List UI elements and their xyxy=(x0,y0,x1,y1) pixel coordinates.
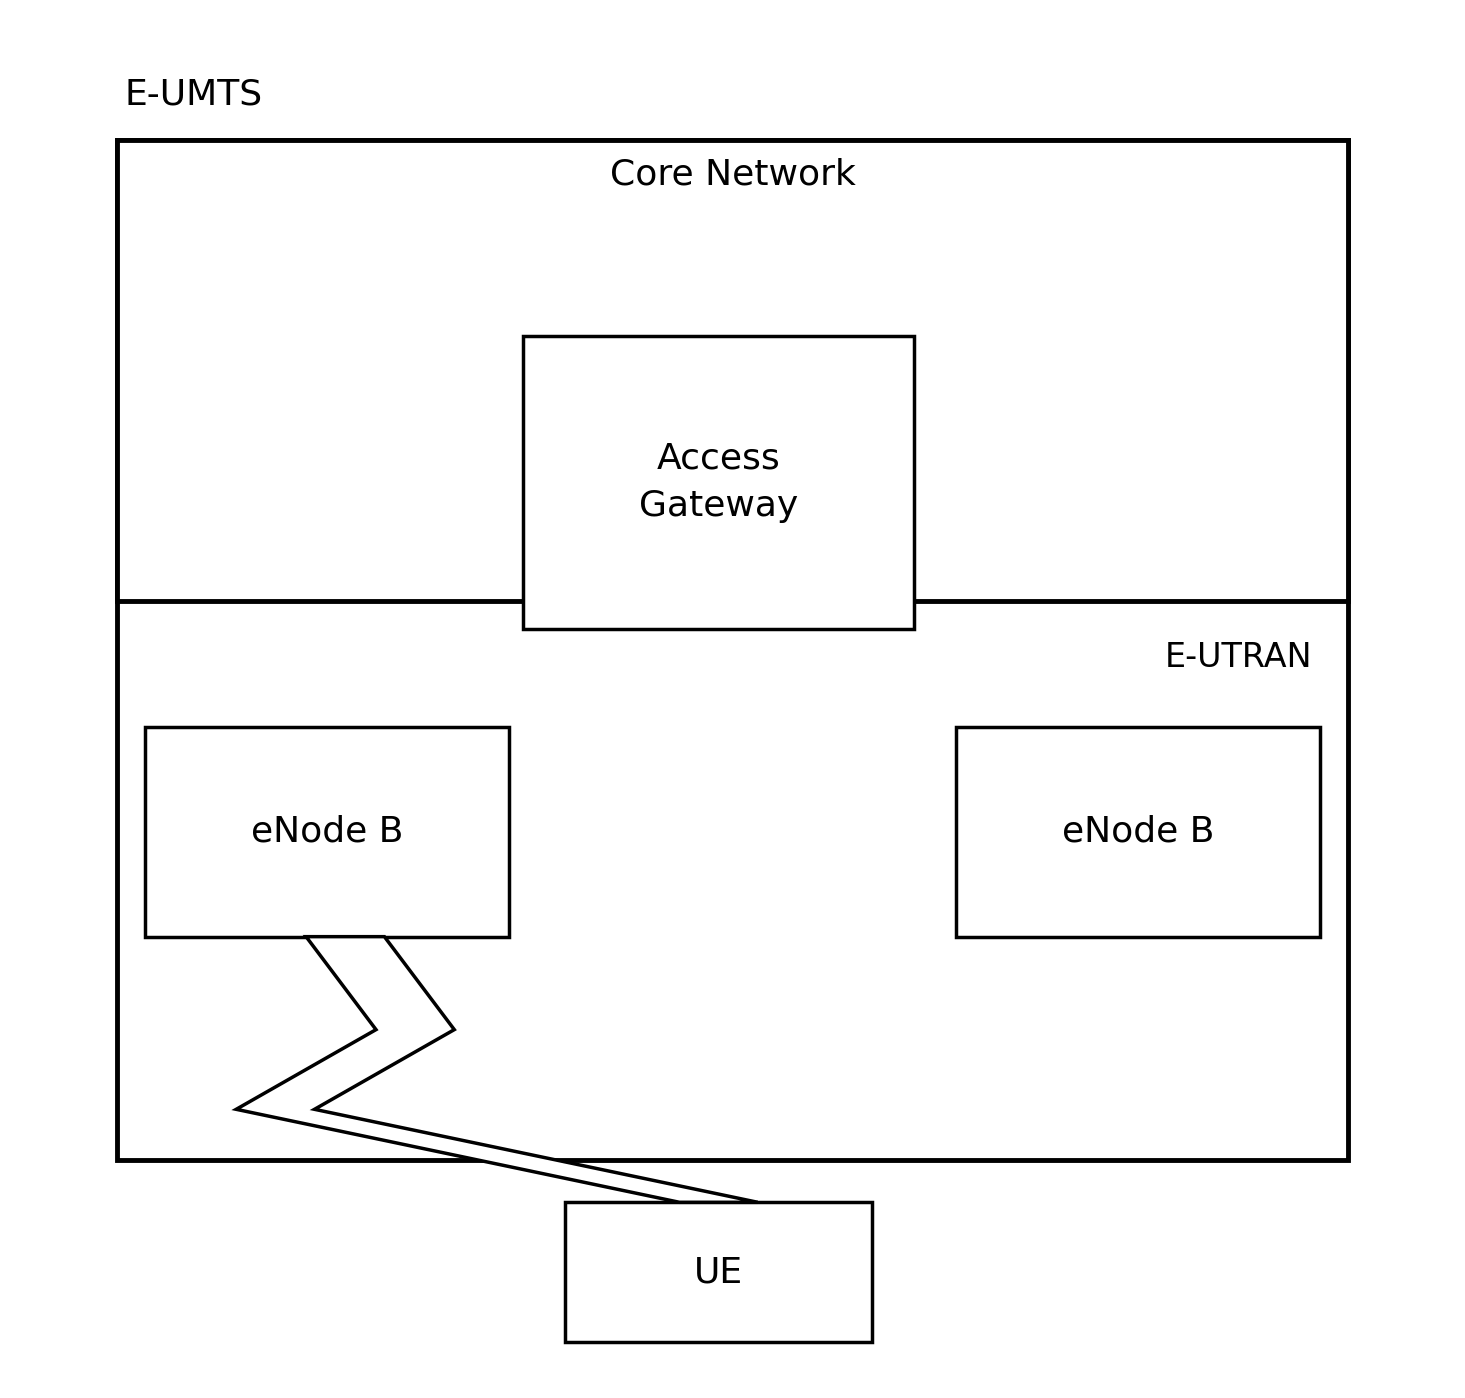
Text: eNode B: eNode B xyxy=(1062,815,1214,849)
FancyBboxPatch shape xyxy=(564,1202,872,1342)
Polygon shape xyxy=(236,937,757,1202)
Text: UE: UE xyxy=(694,1255,743,1289)
FancyBboxPatch shape xyxy=(957,727,1320,937)
Text: eNode B: eNode B xyxy=(251,815,403,849)
Text: Access
Gateway: Access Gateway xyxy=(639,442,798,523)
Text: E-UTRAN: E-UTRAN xyxy=(1165,640,1313,674)
Text: Core Network: Core Network xyxy=(609,158,856,192)
FancyBboxPatch shape xyxy=(145,727,508,937)
FancyBboxPatch shape xyxy=(117,140,1348,601)
FancyBboxPatch shape xyxy=(523,336,914,629)
FancyBboxPatch shape xyxy=(117,140,1348,1160)
Text: E-UMTS: E-UMTS xyxy=(125,78,262,112)
